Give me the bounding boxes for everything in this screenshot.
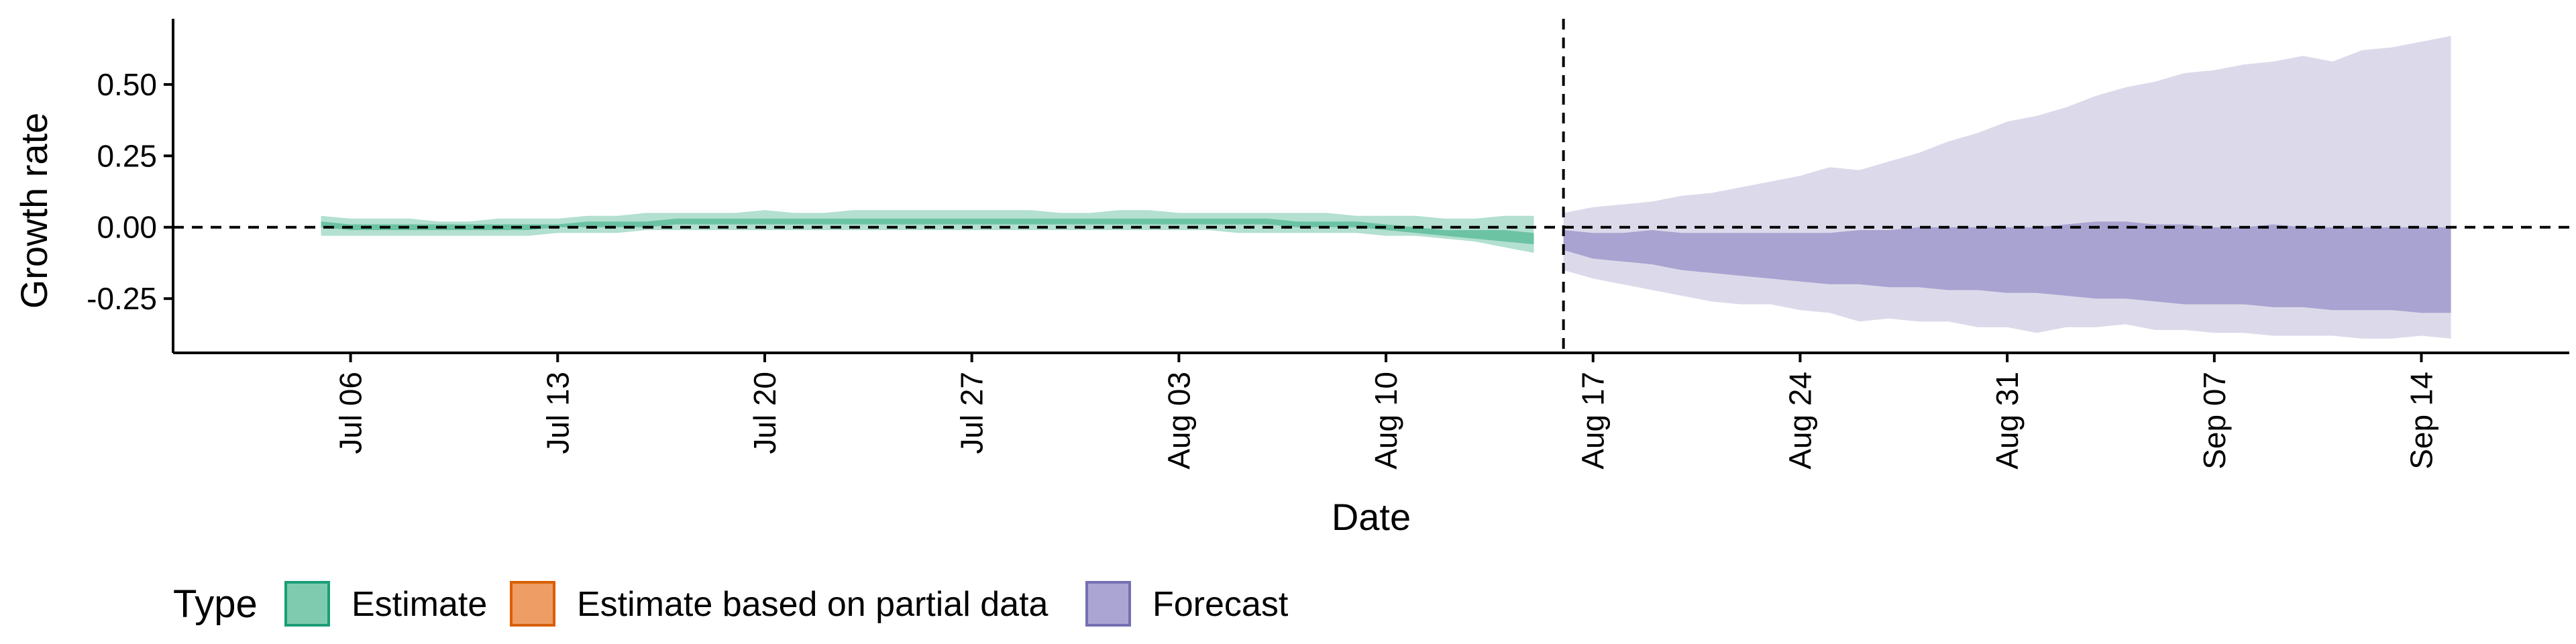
y-tick-label: 0.25	[97, 138, 157, 173]
estimate-band-90	[321, 210, 1534, 253]
y-tick-label: -0.25	[87, 281, 157, 316]
x-tick-label: Aug 17	[1576, 372, 1611, 470]
x-tick-label: Sep 14	[2404, 372, 2439, 470]
x-axis-ticks: Jul 06 Jul 13 Jul 20 Jul 27 Aug 03 Aug 10 Aug …	[333, 353, 2439, 470]
y-axis-ticks: -0.25 0.00 0.25 0.50	[87, 67, 173, 316]
y-tick-label: 0.50	[97, 67, 157, 102]
estimate-band-50	[321, 218, 1534, 245]
legend: Type Estimate Estimate based on partial d…	[173, 581, 1289, 627]
legend-label: Estimate based on partial data	[577, 585, 1049, 624]
legend-title: Type	[173, 582, 258, 626]
x-tick-label: Jul 27	[955, 372, 989, 454]
x-tick-label: Jul 13	[540, 372, 575, 454]
legend-key-estimate-based-on-partial-data	[510, 581, 555, 627]
legend-key-forecast	[1085, 581, 1131, 627]
reference-lines	[173, 19, 2569, 353]
x-tick-label: Sep 07	[2197, 372, 2232, 470]
x-tick-label: Aug 03	[1161, 372, 1196, 470]
legend-label: Forecast	[1152, 585, 1289, 624]
x-tick-label: Aug 31	[1990, 372, 2025, 470]
ribbon-bands	[321, 36, 2451, 339]
legend-key-estimate	[284, 581, 330, 627]
x-axis-title: Date	[1332, 496, 1411, 538]
axes	[172, 19, 2569, 354]
x-tick-label: Aug 24	[1782, 372, 1817, 470]
y-axis-title: Growth rate	[13, 113, 55, 309]
forecast-band-50	[1563, 221, 2451, 313]
x-tick-label: Aug 10	[1368, 372, 1403, 470]
legend-label: Estimate	[352, 585, 487, 624]
y-tick-label: 0.00	[97, 210, 157, 245]
x-tick-label: Jul 20	[747, 372, 782, 454]
x-tick-label: Jul 06	[333, 372, 368, 454]
